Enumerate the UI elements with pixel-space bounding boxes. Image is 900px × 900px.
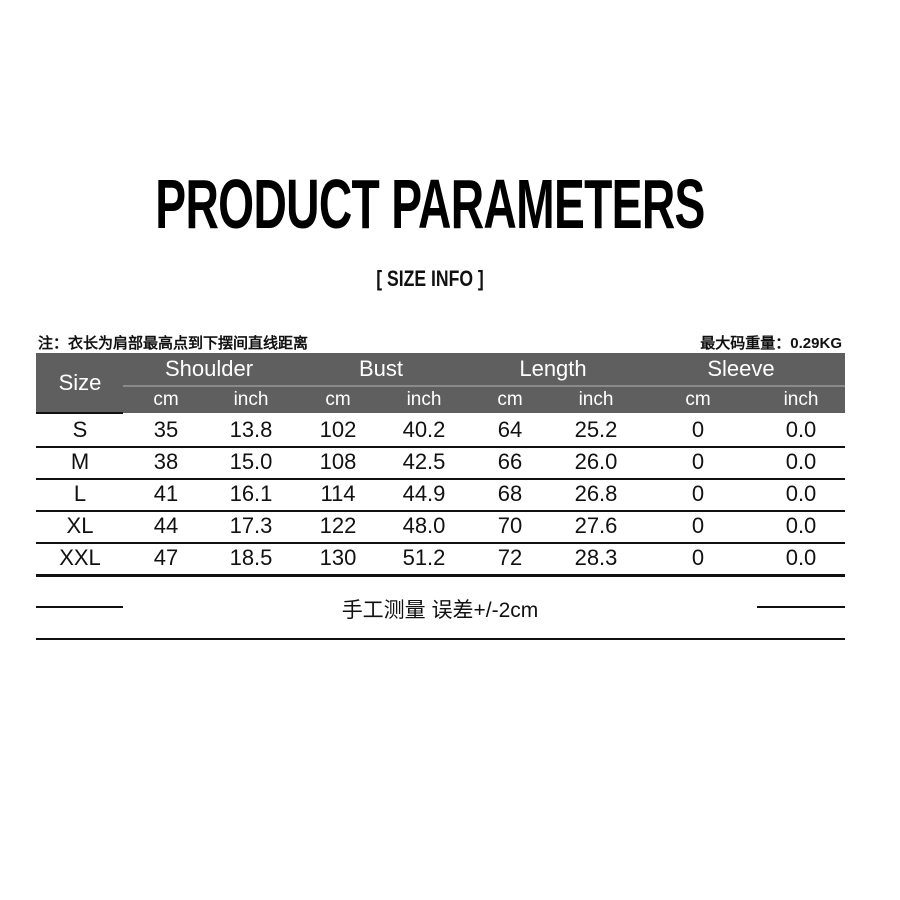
size-label: XXL bbox=[59, 545, 101, 570]
table-cell: 130 bbox=[319, 545, 357, 570]
row-divider bbox=[36, 542, 845, 544]
unit-header: inch bbox=[578, 389, 614, 410]
table-cell: 0 bbox=[691, 449, 705, 474]
unit-header: inch bbox=[406, 389, 442, 410]
size-label: M bbox=[70, 449, 90, 474]
table-cell: 0 bbox=[691, 513, 705, 538]
size-column-header: Size bbox=[58, 370, 102, 395]
row-divider bbox=[36, 446, 845, 448]
table-cell: 68 bbox=[497, 481, 523, 506]
unit-header: cm bbox=[685, 389, 711, 410]
bottom-rule bbox=[36, 638, 845, 640]
table-cell: 47 bbox=[153, 545, 179, 570]
table-cell: 44 bbox=[153, 513, 179, 538]
table-cell: 15.0 bbox=[229, 449, 273, 474]
table-cell: 16.1 bbox=[229, 481, 273, 506]
table-cell: 114 bbox=[320, 481, 356, 506]
table-cell: 0.0 bbox=[785, 545, 817, 570]
table-cell: 108 bbox=[319, 449, 357, 474]
table-cell: 25.2 bbox=[574, 417, 618, 442]
table-cell: 0 bbox=[691, 545, 705, 570]
row-divider bbox=[36, 510, 845, 512]
table-cell: 0.0 bbox=[785, 481, 817, 506]
table-cell: 51.2 bbox=[402, 545, 446, 570]
measurement-note: 注：衣长为肩部最高点到下摆间直线距离 bbox=[38, 335, 309, 352]
subtitle: [ SIZE INFO ] bbox=[376, 266, 484, 291]
row-divider bbox=[36, 478, 845, 480]
size-label: L bbox=[73, 481, 87, 506]
table-cell: 0 bbox=[691, 481, 705, 506]
table-cell: 41 bbox=[153, 481, 179, 506]
row-divider bbox=[36, 574, 845, 577]
table-cell: 0.0 bbox=[785, 417, 817, 442]
table-cell: 0.0 bbox=[785, 513, 817, 538]
table-cell: 27.6 bbox=[574, 513, 618, 538]
table-cell: 13.8 bbox=[229, 417, 273, 442]
table-cell: 122 bbox=[319, 513, 357, 538]
table-cell: 72 bbox=[497, 545, 523, 570]
size-label: S bbox=[72, 417, 88, 442]
table-cell: 64 bbox=[497, 417, 523, 442]
group-header-bust: Bust bbox=[358, 356, 404, 381]
group-header-sleeve: Sleeve bbox=[707, 356, 775, 381]
unit-header: inch bbox=[783, 389, 819, 410]
group-header-length: Length bbox=[519, 356, 587, 381]
footer-right-rule bbox=[757, 606, 845, 608]
table-header: Size Shoulder Bust Length Sleeve cm inch cm inc… bbox=[36, 353, 845, 413]
table-cell: 66 bbox=[497, 449, 523, 474]
table-cell: 17.3 bbox=[229, 513, 273, 538]
table-cell: 26.0 bbox=[574, 449, 618, 474]
page-title: PRODUCT PARAMETERS bbox=[155, 165, 705, 243]
table-cell: 0.0 bbox=[785, 449, 817, 474]
size-label: XL bbox=[66, 513, 94, 538]
table-cell: 70 bbox=[497, 513, 523, 538]
unit-header: inch bbox=[233, 389, 269, 410]
table-cell: 42.5 bbox=[402, 449, 446, 474]
group-header-shoulder: Shoulder bbox=[164, 356, 254, 381]
table-cell: 18.5 bbox=[229, 545, 273, 570]
table-cell: 28.3 bbox=[574, 545, 618, 570]
unit-header: cm bbox=[497, 389, 523, 410]
footer-left-rule bbox=[36, 606, 123, 608]
unit-header: cm bbox=[153, 389, 179, 410]
table-cell: 102 bbox=[319, 417, 357, 442]
unit-header: cm bbox=[325, 389, 351, 410]
table-cell: 44.9 bbox=[402, 481, 446, 506]
footer-note: 手工测量 误差+/-2cm bbox=[341, 599, 539, 622]
header-divider bbox=[123, 385, 845, 387]
size-column-underline bbox=[36, 412, 123, 414]
table-cell: 40.2 bbox=[402, 417, 446, 442]
table-cell: 35 bbox=[153, 417, 179, 442]
table-cell: 26.8 bbox=[574, 481, 618, 506]
table-cell: 38 bbox=[153, 449, 179, 474]
table-cell: 48.0 bbox=[402, 513, 446, 538]
table-cell: 0 bbox=[691, 417, 705, 442]
weight-note: 最大码重量：0.29KG bbox=[700, 335, 842, 352]
